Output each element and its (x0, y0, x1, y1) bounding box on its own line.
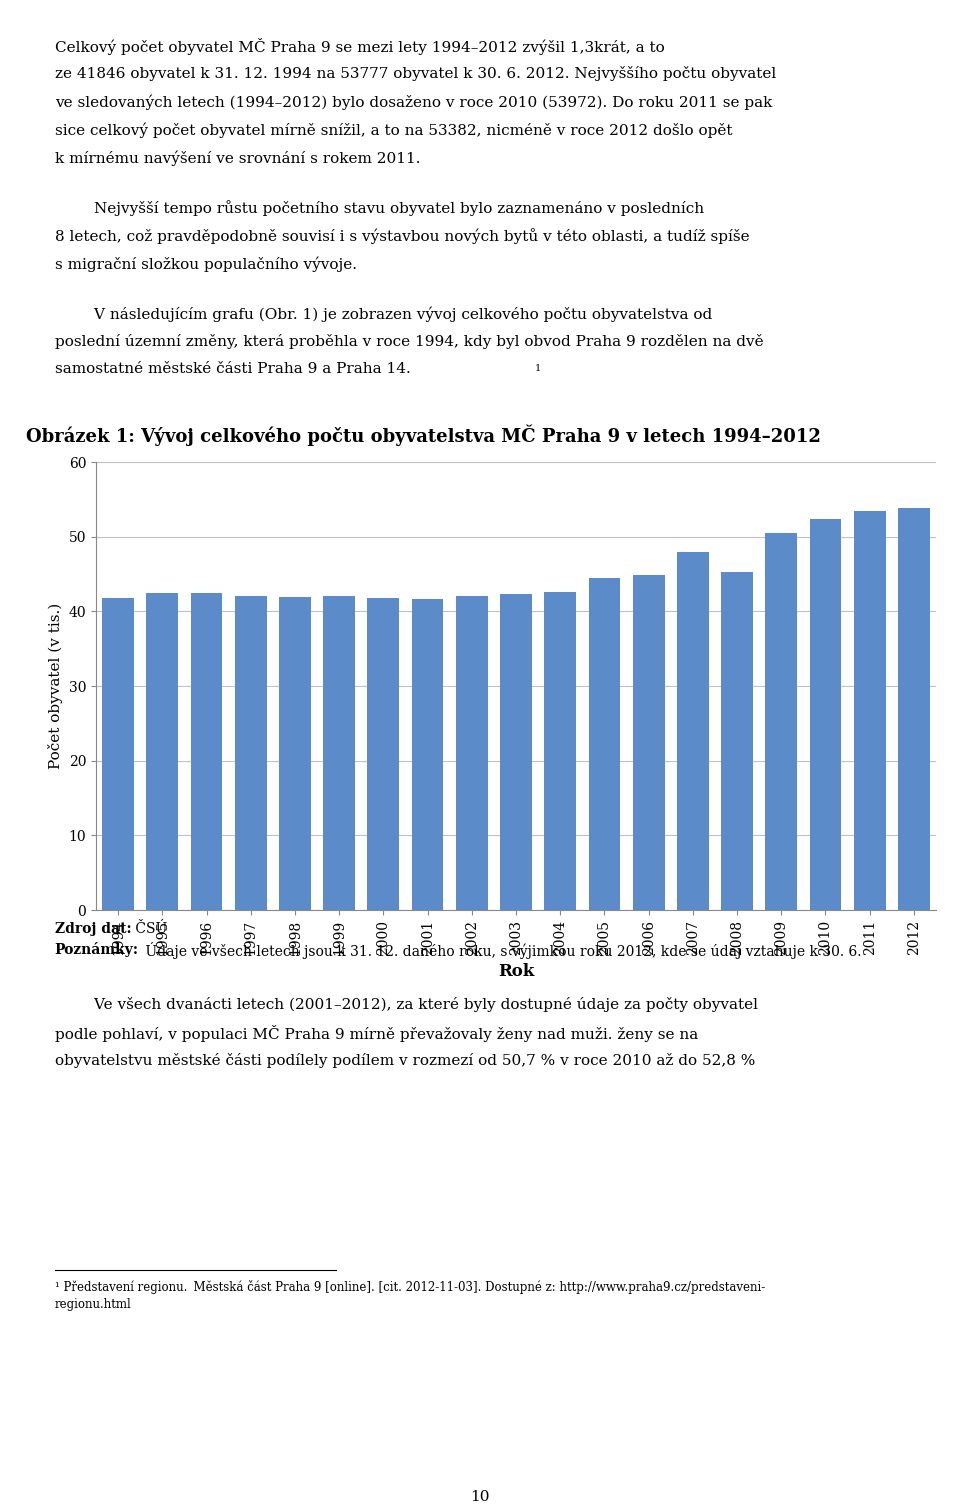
Text: Zdroj dat:: Zdroj dat: (55, 922, 132, 936)
Bar (677, 552, 708, 910)
Text: Údaje ve všech letech jsou k 31. 12. daného roku, s výjimkou roku 2012, kde se ú: Údaje ve všech letech jsou k 31. 12. dan… (141, 942, 862, 959)
Bar (324, 596, 355, 910)
Text: samostatné městské části Praha 9 a Praha 14.: samostatné městské části Praha 9 a Praha… (55, 361, 411, 376)
Bar (853, 511, 885, 910)
Text: Obrázek 1: Vývoj celkového počtu obyvatelstva MČ Praha 9 v letech 1994–2012: Obrázek 1: Vývoj celkového počtu obyvate… (26, 423, 821, 446)
Bar (898, 508, 930, 910)
Text: obyvatelstvu městské části podílely podílem v rozmezí od 50,7 % v roce 2010 až d: obyvatelstvu městské části podílely podí… (55, 1052, 756, 1067)
Text: 10: 10 (470, 1489, 490, 1504)
Text: sice celkový počet obyvatel mírně snížil, a to na 53382, nicméně v roce 2012 doš: sice celkový počet obyvatel mírně snížil… (55, 122, 732, 138)
Bar (809, 520, 841, 910)
Text: ve sledovaných letech (1994–2012) bylo dosaženo v roce 2010 (53972). Do roku 201: ve sledovaných letech (1994–2012) bylo d… (55, 94, 772, 109)
Bar (191, 593, 223, 910)
Bar (412, 599, 444, 910)
Bar (146, 593, 179, 910)
Text: ČSÚ: ČSÚ (131, 922, 167, 936)
Text: ze 41846 obyvatel k 31. 12. 1994 na 53777 obyvatel k 30. 6. 2012. Nejvyššího poč: ze 41846 obyvatel k 31. 12. 1994 na 5377… (55, 67, 776, 82)
Y-axis label: Počet obyvatel (v tis.): Počet obyvatel (v tis.) (48, 603, 63, 770)
Bar (544, 591, 576, 910)
X-axis label: Rok: Rok (498, 963, 534, 980)
Text: Nejvyšší tempo růstu početního stavu obyvatel bylo zaznamenáno v posledních: Nejvyšší tempo růstu početního stavu oby… (55, 200, 704, 216)
Bar (500, 594, 532, 910)
Text: k mírnému navýšení ve srovnání s rokem 2011.: k mírnému navýšení ve srovnání s rokem 2… (55, 150, 420, 165)
Bar (368, 597, 399, 910)
Text: Celkový počet obyvatel MČ Praha 9 se mezi lety 1994–2012 zvýšil 1,3krát, a to: Celkový počet obyvatel MČ Praha 9 se mez… (55, 38, 664, 54)
Bar (633, 576, 664, 910)
Bar (456, 596, 488, 910)
Text: 1: 1 (535, 364, 541, 373)
Bar (765, 532, 797, 910)
Bar (235, 596, 267, 910)
Bar (279, 597, 311, 910)
Text: Poznámky:: Poznámky: (55, 942, 138, 957)
Bar (721, 572, 753, 910)
Text: s migrační složkou populačního vývoje.: s migrační složkou populačního vývoje. (55, 256, 357, 272)
Text: podle pohlaví, v populaci MČ Praha 9 mírně převažovaly ženy nad muži. ženy se na: podle pohlaví, v populaci MČ Praha 9 mír… (55, 1025, 698, 1042)
Bar (588, 579, 620, 910)
Text: poslední územní změny, která proběhla v roce 1994, kdy byl obvod Praha 9 rozděle: poslední územní změny, která proběhla v … (55, 334, 763, 349)
Text: Ve všech dvanácti letech (2001–2012), za které byly dostupné údaje za počty obyv: Ve všech dvanácti letech (2001–2012), za… (55, 996, 757, 1012)
Text: 8 letech, což pravděpodobně souvisí i s výstavbou nových bytů v této oblasti, a : 8 letech, což pravděpodobně souvisí i s … (55, 228, 750, 243)
Text: ¹ Představení regionu.  Městská část Praha 9 [online]. [cit. 2012-11-03]. Dostup: ¹ Představení regionu. Městská část Prah… (55, 1281, 765, 1294)
Text: regionu.html: regionu.html (55, 1297, 132, 1311)
Bar (102, 597, 134, 910)
Text: V následujícím grafu (Obr. 1) je zobrazen vývoj celkového počtu obyvatelstva od: V následujícím grafu (Obr. 1) je zobraze… (55, 305, 712, 322)
